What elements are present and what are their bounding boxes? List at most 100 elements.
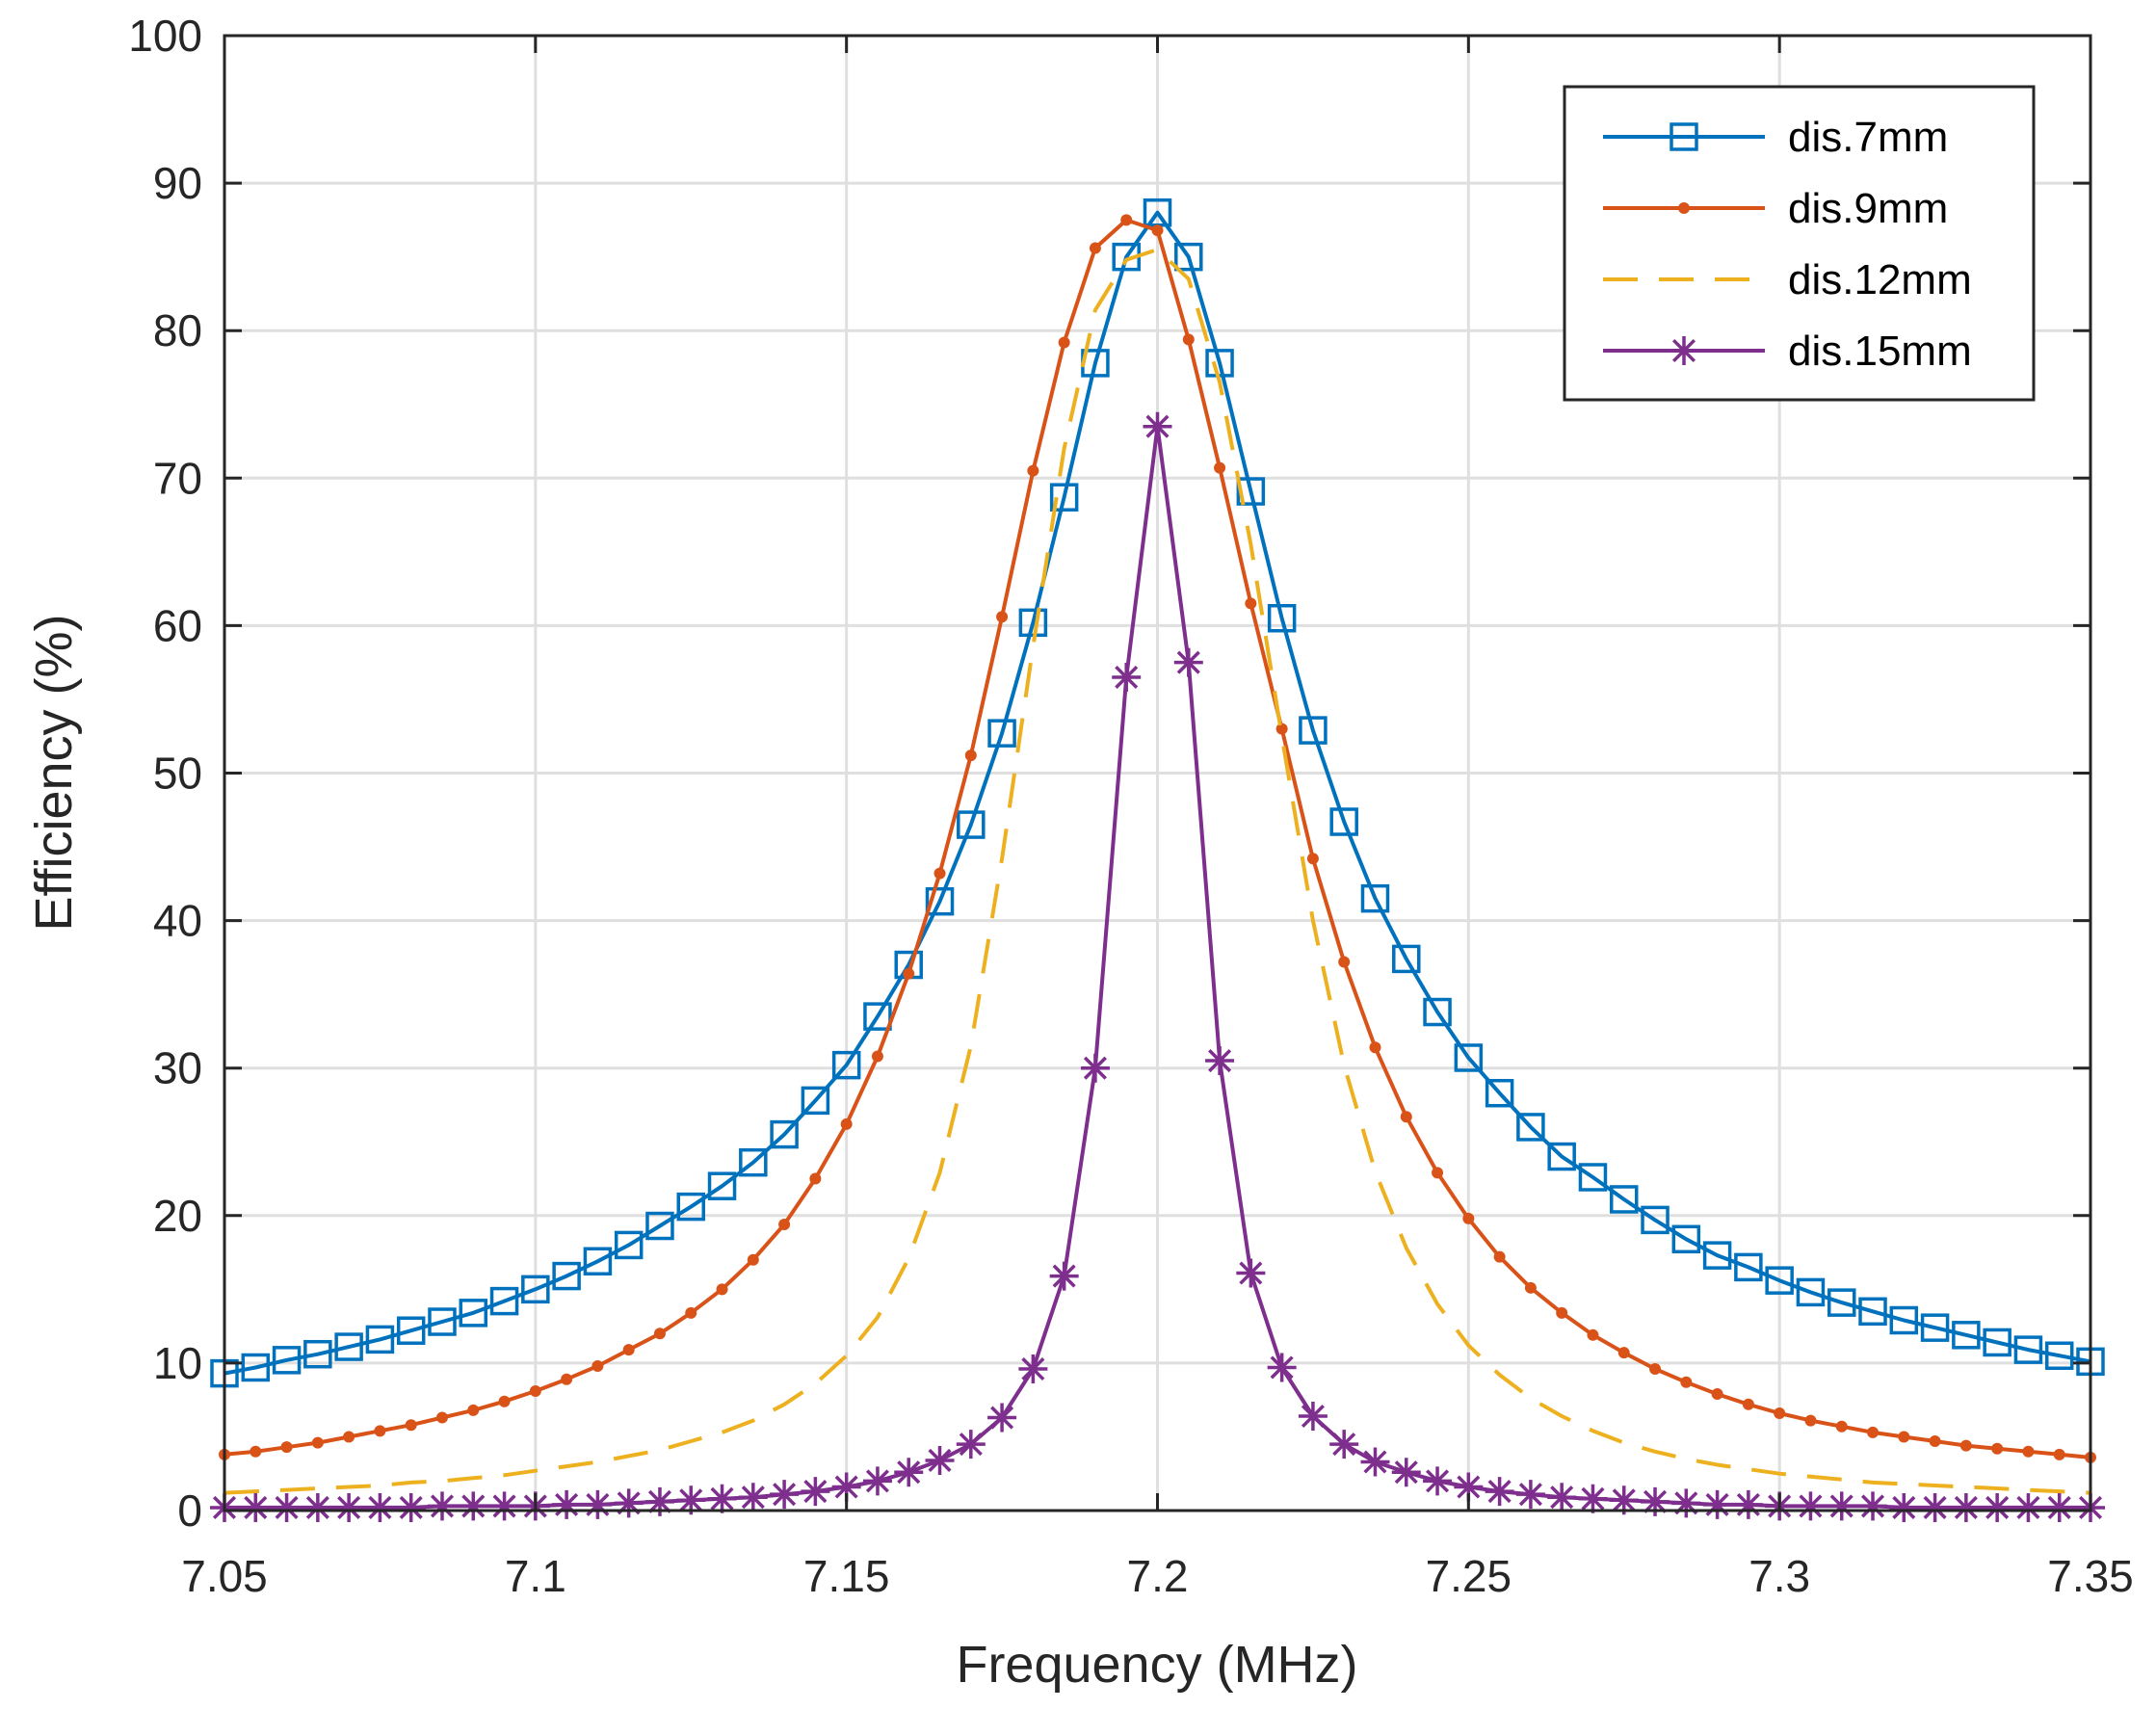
data-point (365, 1325, 395, 1354)
data-point (2044, 1492, 2074, 1522)
data-point (831, 1050, 861, 1080)
data-point (1182, 333, 1195, 346)
data-point (1360, 883, 1390, 913)
data-point (1889, 1492, 1919, 1522)
y-tick-label: 90 (153, 158, 202, 208)
data-point (716, 1283, 728, 1296)
legend-entry: dis.7mm (1603, 114, 1948, 161)
data-point (863, 1002, 892, 1031)
data-point (489, 1491, 519, 1521)
data-point (614, 1488, 644, 1518)
data-point (614, 1230, 644, 1260)
data-point (957, 810, 986, 839)
y-tick-label: 10 (153, 1338, 202, 1388)
data-point (592, 1359, 604, 1372)
data-point (1267, 603, 1297, 633)
data-point (862, 1466, 892, 1496)
data-point (801, 1086, 830, 1116)
data-point (1369, 1041, 1381, 1054)
data-point (801, 1477, 830, 1507)
legend-entry: dis.15mm (1603, 328, 1972, 375)
data-point (1275, 723, 1288, 735)
data-point (1454, 1043, 1484, 1072)
data-point (1889, 1305, 1919, 1335)
data-point (343, 1431, 355, 1443)
data-point (334, 1492, 364, 1522)
data-point (2013, 1492, 2043, 1522)
data-point (1049, 1261, 1079, 1291)
data-point (561, 1373, 573, 1385)
data-point (1329, 807, 1358, 836)
data-point (1454, 1472, 1484, 1502)
data-point (1858, 1297, 1887, 1327)
data-point (272, 1492, 302, 1522)
data-point (894, 1458, 924, 1487)
data-point (1236, 477, 1266, 506)
data-point (1080, 1053, 1110, 1083)
data-point (770, 1119, 799, 1149)
data-point (1920, 1492, 1950, 1522)
data-point (1205, 1046, 1235, 1076)
data-point (1804, 1414, 1817, 1427)
data-point (1143, 411, 1172, 441)
data-point (2053, 1448, 2065, 1460)
data-point (1959, 1439, 1972, 1452)
data-point (427, 1491, 457, 1521)
data-point (489, 1286, 519, 1316)
data-point (1671, 1224, 1701, 1254)
data-point (1610, 1185, 1639, 1214)
data-point (770, 1480, 800, 1510)
data-point (1018, 1354, 1048, 1384)
data-point (459, 1299, 488, 1328)
data-point (521, 1275, 550, 1304)
data-point (1391, 1458, 1421, 1487)
data-point (1423, 1466, 1453, 1496)
data-point (435, 1411, 448, 1424)
data-point (1298, 1402, 1328, 1432)
data-point (280, 1441, 293, 1454)
series-dis.12mm (223, 248, 2091, 1495)
data-point (676, 1486, 706, 1515)
data-point (964, 749, 977, 762)
x-tick-label: 7.35 (2047, 1551, 2134, 1601)
data-point (459, 1491, 488, 1521)
series-line-dis.7mm (223, 210, 2091, 1376)
data-point (428, 1307, 457, 1336)
data-point (1858, 1491, 1888, 1521)
data-point (1400, 1111, 1412, 1123)
x-tick-label: 7.25 (1426, 1551, 1512, 1601)
data-point (1049, 483, 1079, 512)
data-point (552, 1489, 582, 1519)
data-point (1867, 1426, 1880, 1438)
data-point (1423, 997, 1452, 1027)
data-point (685, 1306, 697, 1319)
legend-label: dis.9mm (1788, 185, 1948, 232)
x-axis-title: Frequency (MHz) (956, 1636, 1357, 1694)
data-point (1920, 1313, 1950, 1342)
x-tick-label: 7.2 (1127, 1551, 1189, 1601)
data-point (1089, 242, 1101, 254)
legend-entry: dis.9mm (1603, 185, 1948, 232)
data-point (739, 1147, 768, 1177)
data-point (1641, 1205, 1670, 1235)
data-point (1796, 1277, 1826, 1307)
data-point (1058, 336, 1070, 349)
legend-entry: dis.12mm (1603, 256, 1972, 303)
data-point (1547, 1483, 1577, 1512)
data-point (1174, 242, 1203, 272)
data-point (1392, 944, 1421, 974)
data-point (1641, 1486, 1670, 1516)
y-tick-label: 60 (153, 600, 202, 650)
data-point (1214, 461, 1226, 474)
data-point (1827, 1491, 1856, 1521)
data-point (1983, 1492, 2012, 1522)
data-point (933, 867, 946, 880)
data-point (1649, 1363, 1662, 1376)
data-point (1774, 1407, 1786, 1419)
data-point (1929, 1435, 1941, 1448)
data-point (365, 1492, 395, 1522)
y-tick-label: 0 (177, 1486, 202, 1536)
data-point (809, 1172, 822, 1185)
series-dis.9mm (219, 214, 2096, 1463)
y-tick-label: 100 (128, 11, 202, 61)
